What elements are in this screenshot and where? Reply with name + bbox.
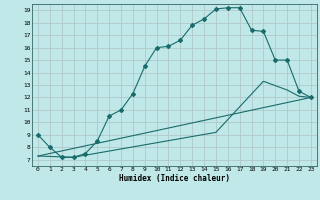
X-axis label: Humidex (Indice chaleur): Humidex (Indice chaleur) <box>119 174 230 183</box>
